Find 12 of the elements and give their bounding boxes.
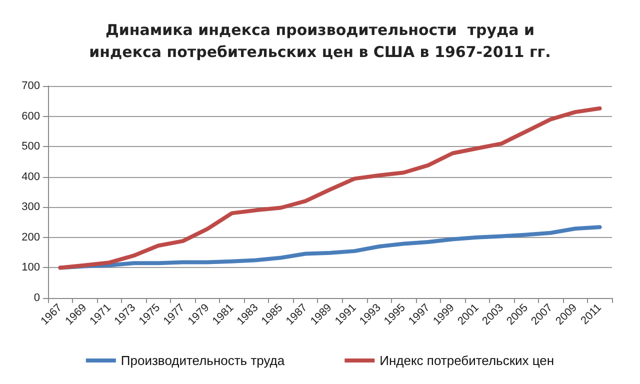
line-series [58, 106, 602, 270]
y-tick-label: 0 [34, 292, 40, 304]
y-tick-label: 600 [22, 110, 40, 122]
legend-label: Производительность труда [120, 353, 286, 368]
y-tick-label: 200 [22, 231, 40, 244]
y-tick-label: 500 [22, 140, 40, 153]
y-tick-label: 400 [22, 170, 40, 183]
legend-label: Индекс потребительских цен [380, 353, 554, 368]
y-tick-label: 700 [22, 80, 40, 92]
chart-title: Динамика индекса производительности труда и индекса потребительских цен в США в 1967-2011 гг. [89, 21, 551, 61]
y-tick-label: 300 [22, 201, 40, 214]
y-tick-label: 100 [22, 262, 40, 274]
